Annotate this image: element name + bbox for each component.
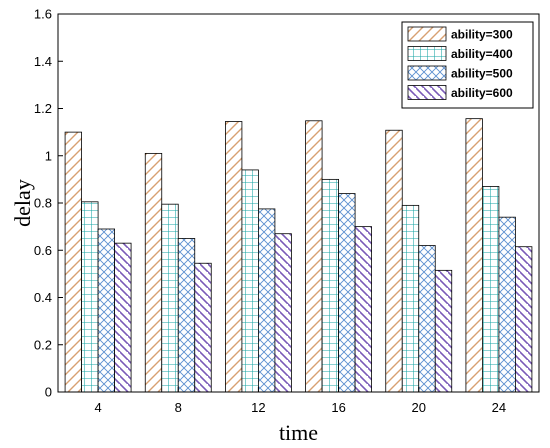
bar-ability-400-4 xyxy=(81,201,99,393)
plot-frame xyxy=(57,13,540,393)
y-tick-label: 0.6 xyxy=(34,243,52,258)
y-tick-label: 0 xyxy=(45,385,52,400)
legend: ability=300 ability=400 ability=500 ability… xyxy=(401,21,534,109)
bar-ability-500-4 xyxy=(97,228,115,393)
legend-label: ability=600 xyxy=(451,86,513,100)
x-tick-label: 8 xyxy=(175,400,182,415)
y-axis-title: delay xyxy=(10,179,35,227)
y-tick-label: 1.2 xyxy=(34,101,52,116)
x-axis: 4 8 12 16 20 24 xyxy=(94,387,506,415)
x-tick-label: 16 xyxy=(331,400,345,415)
bar-ability-400-16 xyxy=(321,178,339,393)
bar-ability-300-12 xyxy=(225,121,243,393)
bar-ability-600-24 xyxy=(515,246,533,393)
bar-ability-300-24 xyxy=(465,118,483,393)
y-tick-label: 1.4 xyxy=(34,54,52,69)
legend-swatch xyxy=(407,46,447,61)
x-tick-label: 12 xyxy=(251,400,265,415)
bar-ability-600-8 xyxy=(194,262,212,393)
bar-ability-600-12 xyxy=(274,233,292,393)
bar-ability-600-16 xyxy=(354,226,372,393)
x-tick-label: 20 xyxy=(412,400,426,415)
y-tick-label: 0.8 xyxy=(34,196,52,211)
bar-ability-400-8 xyxy=(161,203,179,393)
bar-ability-300-20 xyxy=(385,129,403,393)
bar-ability-300-16 xyxy=(305,120,323,393)
y-tick-label: 1.6 xyxy=(34,7,52,22)
y-tick-label: 0.2 xyxy=(34,337,52,352)
bar-ability-600-20 xyxy=(434,269,453,393)
bar-ability-400-24 xyxy=(482,186,500,393)
legend-swatch xyxy=(407,85,447,100)
bar-ability-400-20 xyxy=(401,204,420,393)
bar-ability-400-12 xyxy=(241,169,259,393)
bar-ability-500-16 xyxy=(338,193,356,393)
x-axis-title: time xyxy=(279,420,318,445)
legend-label: ability=400 xyxy=(451,47,513,61)
legend-swatch xyxy=(407,65,447,81)
bar-ability-500-20 xyxy=(418,245,436,393)
bar-ability-500-12 xyxy=(258,208,276,393)
bars xyxy=(64,118,533,393)
legend-swatch xyxy=(407,26,447,42)
bar-ability-500-24 xyxy=(498,216,516,393)
legend-label: ability=300 xyxy=(451,28,513,42)
legend-label: ability=500 xyxy=(451,67,513,81)
bar-ability-300-4 xyxy=(64,131,82,393)
y-tick-label: 0.4 xyxy=(34,290,52,305)
x-tick-label: 4 xyxy=(94,400,101,415)
y-tick-label: 1 xyxy=(45,148,52,163)
bar-ability-600-4 xyxy=(114,242,132,393)
bar-ability-300-8 xyxy=(144,152,163,393)
x-tick-label: 24 xyxy=(492,400,506,415)
bar-ability-500-8 xyxy=(177,238,196,393)
y-axis: 0 0.2 0.4 0.6 0.8 1 1.2 1.4 1.6 xyxy=(34,7,63,400)
